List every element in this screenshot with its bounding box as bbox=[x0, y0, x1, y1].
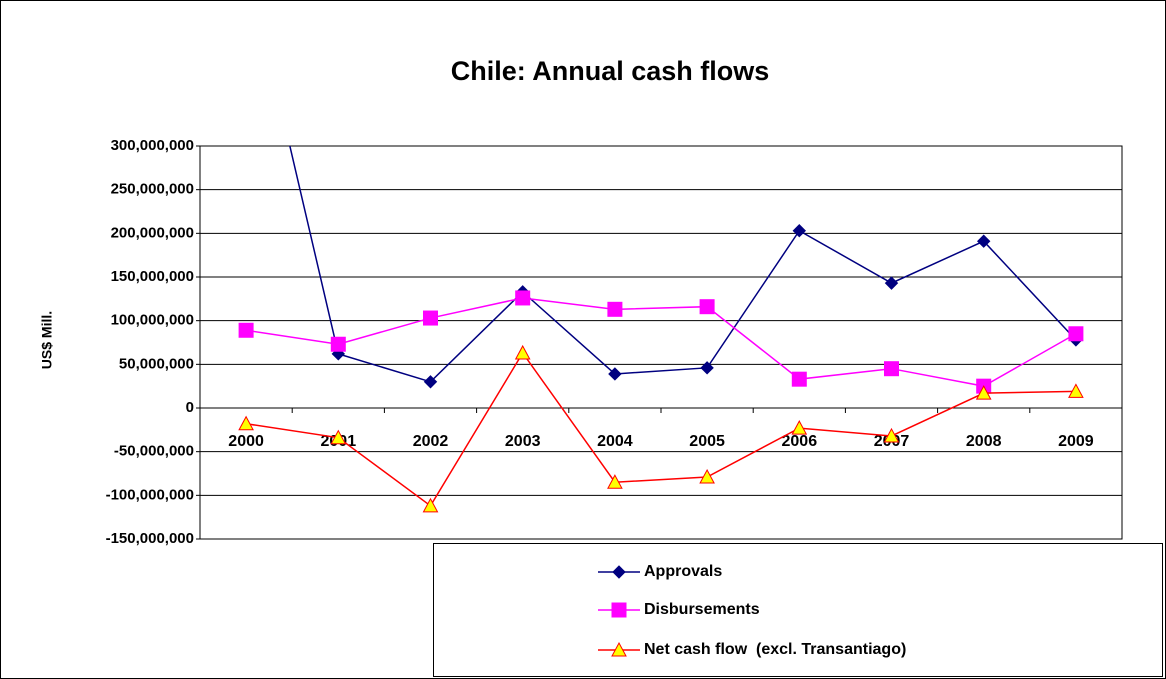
y-tick-label: 50,000,000 bbox=[119, 355, 194, 372]
x-tick-label: 2005 bbox=[689, 433, 725, 450]
marker bbox=[1068, 383, 1084, 398]
marker bbox=[700, 361, 714, 375]
legend-label: Disbursements bbox=[644, 601, 760, 618]
y-tick-label: -100,000,000 bbox=[106, 486, 194, 503]
y-tick-label: 250,000,000 bbox=[111, 181, 194, 198]
marker bbox=[612, 565, 626, 579]
marker bbox=[238, 322, 254, 338]
y-tick-label: 200,000,000 bbox=[111, 224, 194, 241]
marker bbox=[607, 474, 623, 489]
y-tick-label: -50,000,000 bbox=[114, 443, 194, 460]
marker bbox=[699, 299, 715, 315]
x-tick-label: 2002 bbox=[413, 433, 449, 450]
marker bbox=[884, 361, 899, 377]
marker bbox=[514, 344, 531, 360]
y-tick-label: 150,000,000 bbox=[111, 268, 194, 285]
marker bbox=[608, 367, 622, 381]
x-tick-label: 2006 bbox=[782, 433, 818, 450]
marker bbox=[1068, 326, 1084, 342]
series-line bbox=[289, 146, 1077, 383]
series-layer bbox=[238, 146, 1084, 513]
x-tick-label: 2009 bbox=[1058, 433, 1094, 450]
legend-box bbox=[433, 543, 1163, 677]
marker bbox=[791, 420, 808, 435]
marker bbox=[330, 336, 346, 352]
marker bbox=[791, 371, 807, 387]
marker bbox=[976, 234, 991, 248]
marker bbox=[883, 427, 900, 443]
marker bbox=[611, 602, 627, 618]
marker bbox=[792, 224, 807, 238]
marker bbox=[607, 301, 623, 317]
legend-label: Approvals bbox=[644, 563, 722, 580]
y-tick-label: 300,000,000 bbox=[111, 137, 194, 154]
y-tick-label: 0 bbox=[186, 399, 194, 416]
chart-title: Chile: Annual cash flows bbox=[451, 56, 770, 86]
y-axis-title: US$ Mill. bbox=[39, 311, 55, 369]
y-tick-label: -150,000,000 bbox=[106, 530, 194, 547]
marker bbox=[975, 385, 992, 400]
x-tick-label: 2000 bbox=[228, 433, 264, 450]
legend-label: Net cash flow (excl. Transantiago) bbox=[644, 641, 906, 658]
x-tick-label: 2008 bbox=[966, 433, 1002, 450]
marker bbox=[515, 290, 531, 306]
series-line bbox=[245, 351, 1076, 507]
marker bbox=[423, 375, 438, 389]
marker bbox=[238, 415, 254, 431]
marker bbox=[884, 276, 899, 290]
marker bbox=[611, 641, 627, 657]
series-line bbox=[245, 297, 1077, 387]
marker bbox=[423, 310, 438, 326]
x-tick-label: 2004 bbox=[597, 433, 633, 450]
marker bbox=[330, 429, 347, 445]
y-tick-label: 100,000,000 bbox=[111, 312, 194, 329]
x-tick-label: 2003 bbox=[505, 433, 541, 450]
marker bbox=[699, 468, 715, 484]
marker bbox=[422, 497, 439, 513]
